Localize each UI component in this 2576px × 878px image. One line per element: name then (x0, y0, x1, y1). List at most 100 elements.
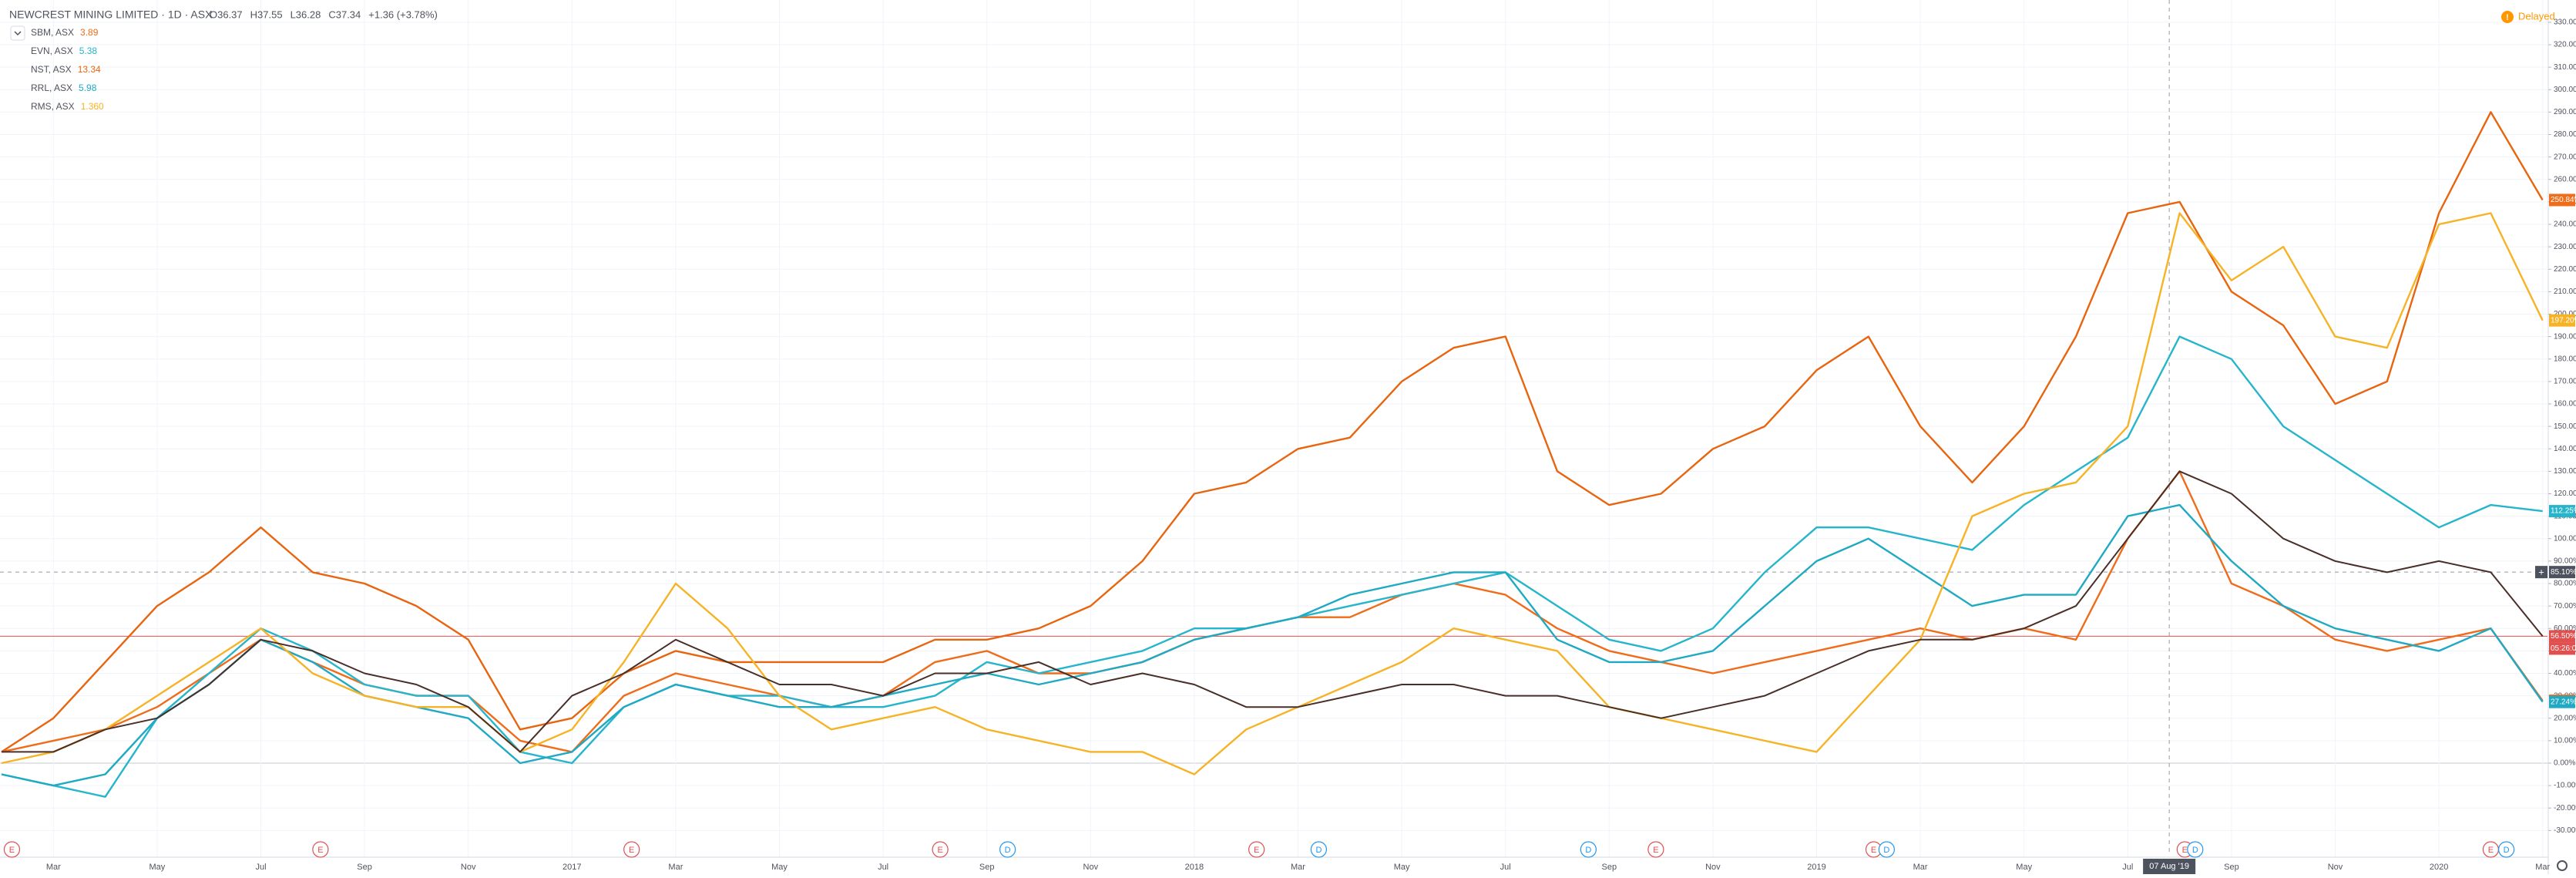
y-tick-label: 10.00% (2554, 736, 2576, 745)
x-tick-label: Mar (1291, 863, 1305, 872)
y-tick-label: 130.00% (2554, 467, 2576, 476)
delayed-status: Delayed (2518, 10, 2555, 22)
event-label: E (1254, 846, 1259, 855)
x-tick-label: 2019 (1807, 863, 1825, 872)
y-tick-label: 200.00% (2554, 310, 2576, 318)
symbol-title: NEWCREST MINING LIMITED · 1D · ASX (9, 8, 213, 21)
y-tick-label: 0.00% (2554, 759, 2575, 768)
ohlc-value: H37.55 (250, 8, 283, 20)
event-label: E (317, 846, 323, 855)
series-line (1, 111, 2544, 753)
y-tick-label: 40.00% (2554, 669, 2576, 678)
legend-name[interactable]: NST, ASX (31, 64, 72, 75)
y-tick-label: 330.00% (2554, 19, 2576, 27)
series-line (2, 470, 2544, 753)
x-tick-label: Sep (357, 863, 372, 872)
series-line (1, 503, 2544, 787)
price-label-box (2549, 695, 2575, 708)
x-tick-label: Mar (1913, 863, 1928, 872)
event-marker[interactable] (999, 841, 1016, 858)
event-marker[interactable] (2187, 841, 2204, 858)
event-marker[interactable] (1248, 841, 1265, 858)
legend-name[interactable]: RMS, ASX (31, 101, 75, 112)
y-tick-label: 160.00% (2554, 400, 2576, 409)
y-tick-label: 20.00% (2554, 714, 2576, 722)
x-tick-label: Jul (255, 863, 266, 872)
x-tick-label: May (2016, 863, 2032, 872)
event-marker[interactable] (3, 841, 21, 858)
y-tick-label: 320.00% (2554, 41, 2576, 49)
ohlc-value: +1.36 (+3.78%) (368, 8, 438, 20)
y-tick-label: -10.00% (2554, 782, 2576, 790)
event-marker[interactable] (2497, 841, 2515, 858)
crosshair-x-label: 07 Aug '19 (2149, 862, 2189, 871)
settings-button[interactable] (2557, 860, 2568, 871)
event-label: D (1005, 846, 1011, 855)
x-tick-label: Mar (2535, 863, 2550, 872)
legend-name[interactable]: EVN, ASX (31, 45, 73, 56)
legend-value: 13.34 (78, 64, 101, 75)
y-tick-label: 240.00% (2554, 220, 2576, 229)
y-tick-label: 190.00% (2554, 332, 2576, 341)
y-tick-label: -30.00% (2554, 826, 2576, 835)
event-marker[interactable] (623, 841, 640, 858)
event-label: E (937, 846, 942, 855)
x-tick-label: Nov (2328, 863, 2343, 872)
collapse-icon (14, 31, 22, 36)
event-label: E (629, 846, 634, 855)
event-marker[interactable] (312, 841, 329, 858)
price-label-box (2549, 630, 2575, 643)
delayed-badge: ! Delayed (2501, 10, 2555, 23)
event-label: D (1883, 846, 1889, 855)
legend-value: 5.38 (79, 45, 98, 56)
price-label-box (2549, 505, 2575, 518)
event-label: D (1585, 846, 1591, 855)
event-marker[interactable] (1647, 841, 1664, 858)
settings-icon (2557, 860, 2568, 871)
price-label: 56.50% (2551, 632, 2576, 641)
legend-value: 1.360 (81, 101, 104, 112)
event-marker[interactable] (1878, 841, 1895, 858)
x-tick-label: 2018 (1185, 863, 1204, 872)
event-marker[interactable] (1310, 841, 1328, 858)
event-label: D (1315, 846, 1322, 855)
legend-value: 5.98 (79, 82, 97, 93)
crosshair-y-box (2549, 566, 2575, 579)
axes: -30.00% -20.00% -10.00% 0.00% 10.00% 20.00% 30… (3, 19, 2576, 874)
x-tick-label: Mar (46, 863, 61, 872)
x-tick-label: Nov (461, 863, 476, 872)
x-tick-label: Sep (1602, 863, 1617, 872)
event-label: E (1871, 846, 1876, 855)
x-tick-label: Nov (1705, 863, 1721, 872)
series-line (1, 212, 2544, 775)
crosshair-y-label: 85.10% (2551, 568, 2576, 577)
add-button-icon: + (2538, 567, 2544, 578)
legend-value: 3.89 (80, 27, 99, 38)
y-tick-label: 170.00% (2554, 378, 2576, 386)
event-marker[interactable] (1580, 841, 1597, 858)
y-tick-label: -20.00% (2554, 804, 2576, 812)
collapse-button[interactable] (10, 25, 25, 41)
plot-area (0, 0, 2547, 856)
y-tick-label: 300.00% (2554, 86, 2576, 94)
price-label-box (2549, 314, 2575, 327)
y-tick-label: 90.00% (2554, 557, 2576, 566)
crosshair-x-box (2143, 859, 2196, 874)
event-marker[interactable] (932, 841, 949, 858)
x-tick-label: Jul (1500, 863, 1511, 872)
x-tick-label: Jul (878, 863, 888, 872)
y-tick-label: 230.00% (2554, 243, 2576, 251)
x-tick-label: May (149, 863, 166, 872)
price-label-box (2549, 193, 2575, 207)
event-label: E (2182, 846, 2188, 855)
event-label: D (2504, 846, 2510, 855)
delayed-icon (2501, 11, 2514, 23)
y-tick-label: 80.00% (2554, 580, 2576, 588)
add-button[interactable] (2535, 566, 2547, 579)
legend-name[interactable]: RRL, ASX (31, 82, 72, 93)
ohlc-value: L36.28 (291, 8, 321, 20)
legend-name[interactable]: SBM, ASX (31, 27, 74, 38)
y-tick-label: 270.00% (2554, 153, 2576, 161)
x-tick-label: Mar (668, 863, 683, 872)
